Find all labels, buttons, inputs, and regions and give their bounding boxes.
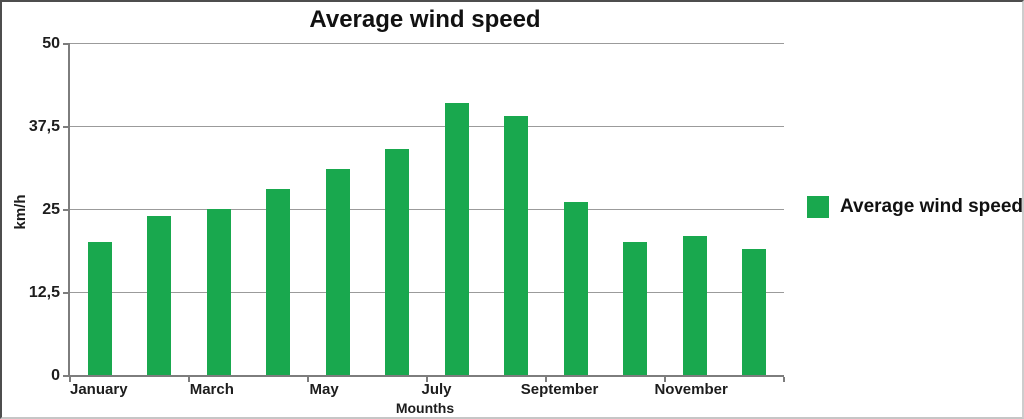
x-tick-mark	[188, 377, 190, 382]
y-tick-label-12,5: 12,5	[28, 284, 60, 301]
x-tick-label-october	[598, 381, 654, 399]
x-tick-mark	[545, 377, 547, 382]
gridline-25	[70, 209, 784, 210]
y-tick-label-37,5: 37,5	[28, 118, 60, 135]
x-axis-ticks	[69, 377, 785, 382]
x-tick-label-april	[240, 381, 296, 399]
gridline-50	[70, 43, 784, 44]
x-tick-label-january: January	[70, 381, 128, 398]
x-tick-label-may: May	[309, 381, 339, 398]
x-tick-mark	[426, 377, 428, 382]
x-tick-mark	[307, 377, 309, 382]
x-tick-mark	[783, 377, 785, 382]
plot-area	[68, 43, 784, 377]
bar-june	[385, 149, 410, 375]
gridline-37,5	[70, 126, 784, 127]
y-tick-mark	[63, 292, 68, 294]
x-axis-tick-labels: January March May July September November	[70, 381, 784, 399]
legend-color-swatch	[807, 196, 829, 218]
y-axis-tick-labels: 0 12,5 25 37,5 50	[2, 35, 68, 384]
bar-december	[742, 248, 767, 375]
y-tick-label-0: 0	[51, 367, 60, 384]
gridline-12,5	[70, 292, 784, 293]
x-tick-label-february	[128, 381, 184, 399]
legend-label: Average wind speed	[840, 196, 1024, 217]
y-tick-label-50: 50	[42, 35, 60, 52]
x-tick-label-march: March	[189, 381, 234, 398]
y-tick-mark	[63, 43, 68, 45]
bar-february	[147, 215, 172, 375]
x-tick-label-july: July	[421, 381, 452, 398]
y-tick-mark	[63, 126, 68, 128]
y-tick-label-25: 25	[42, 201, 60, 218]
bar-march	[206, 209, 231, 375]
y-tick-mark	[63, 375, 68, 377]
bar-july	[444, 102, 469, 375]
x-tick-label-september: September	[520, 381, 599, 398]
bar-may	[325, 169, 350, 375]
bar-august	[504, 116, 529, 375]
chart-title: Average wind speed	[309, 6, 541, 33]
legend: Average wind speed	[807, 196, 1024, 218]
bar-january	[87, 242, 112, 375]
bar-october	[623, 242, 648, 375]
x-tick-mark	[664, 377, 666, 382]
x-axis-title: Mounths	[395, 400, 455, 416]
bar-november	[682, 235, 707, 375]
bar-september	[563, 202, 588, 375]
bar-april	[266, 189, 291, 375]
x-tick-label-december	[728, 381, 784, 399]
x-tick-label-august	[465, 381, 521, 399]
y-tick-mark	[63, 209, 68, 211]
x-tick-mark	[69, 377, 71, 382]
x-tick-label-june	[352, 381, 408, 399]
x-tick-label-november: November	[654, 381, 728, 398]
